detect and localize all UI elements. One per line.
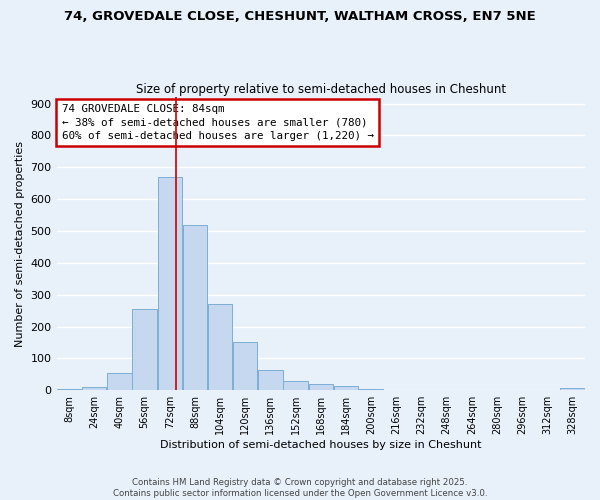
Bar	[158, 177, 182, 390]
Bar	[107, 372, 131, 390]
Bar	[308, 384, 333, 390]
Text: 74 GROVEDALE CLOSE: 84sqm
← 38% of semi-detached houses are smaller (780)
60% of: 74 GROVEDALE CLOSE: 84sqm ← 38% of semi-…	[62, 104, 374, 141]
Bar	[560, 388, 584, 390]
Bar	[258, 370, 283, 390]
Bar	[283, 380, 308, 390]
Bar	[334, 386, 358, 390]
Bar	[82, 387, 106, 390]
Text: 74, GROVEDALE CLOSE, CHESHUNT, WALTHAM CROSS, EN7 5NE: 74, GROVEDALE CLOSE, CHESHUNT, WALTHAM C…	[64, 10, 536, 23]
Bar	[233, 342, 257, 390]
Text: Contains HM Land Registry data © Crown copyright and database right 2025.
Contai: Contains HM Land Registry data © Crown c…	[113, 478, 487, 498]
X-axis label: Distribution of semi-detached houses by size in Cheshunt: Distribution of semi-detached houses by …	[160, 440, 482, 450]
Y-axis label: Number of semi-detached properties: Number of semi-detached properties	[15, 140, 25, 346]
Title: Size of property relative to semi-detached houses in Cheshunt: Size of property relative to semi-detach…	[136, 83, 506, 96]
Bar	[359, 388, 383, 390]
Bar	[183, 224, 207, 390]
Bar	[133, 309, 157, 390]
Bar	[208, 304, 232, 390]
Bar	[57, 388, 82, 390]
